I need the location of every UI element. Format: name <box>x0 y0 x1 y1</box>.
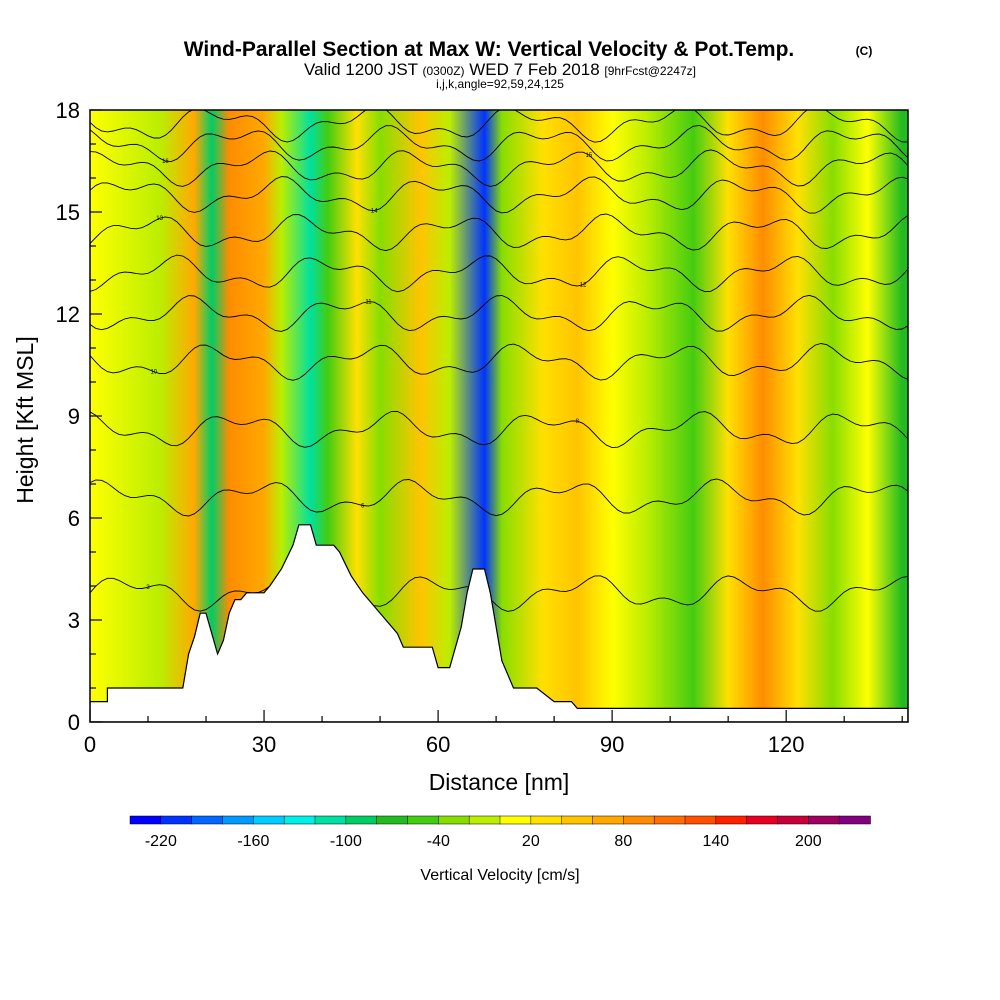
colorbar-swatch <box>129 815 162 825</box>
colorbar-swatch <box>561 815 594 825</box>
contour-line-11 <box>90 294 908 332</box>
colorbar-swatch <box>253 815 285 825</box>
contour-label: 13 <box>156 216 163 222</box>
colorbar-tick-label: -40 <box>427 833 450 850</box>
forecast-tag: [9hrFcst@2247z] <box>604 64 696 78</box>
colorbar-swatch <box>407 815 440 825</box>
contour-label: 3 <box>146 585 150 591</box>
x-axis-label: Distance [nm] <box>429 769 570 795</box>
contour-label: 15 <box>586 153 593 159</box>
y-tick-label: 6 <box>68 506 80 531</box>
colorbar-swatch <box>283 815 316 825</box>
colorbar-swatch <box>715 815 748 825</box>
y-axis-label: Height [Kft MSL] <box>12 336 38 503</box>
colorbar-swatch <box>438 815 470 825</box>
y-tick-label: 12 <box>56 302 80 327</box>
colorbar-swatch <box>530 815 563 825</box>
colorbar-swatch <box>499 815 532 825</box>
contour-label: 12 <box>580 283 587 289</box>
colorbar-swatch <box>191 815 224 825</box>
colorbar-swatch <box>653 815 686 825</box>
colorbar-swatch <box>222 815 255 825</box>
contour-label: 6 <box>361 504 365 510</box>
colorbar-swatch <box>777 815 810 825</box>
y-tick-label: 9 <box>68 404 80 429</box>
contour-line-12 <box>90 254 908 293</box>
x-tick-label: 120 <box>768 732 805 757</box>
contour-label: 16 <box>162 159 169 165</box>
velocity-field <box>90 110 908 722</box>
colorbar-swatch <box>592 815 625 825</box>
colorbar-tick-label: 80 <box>614 833 632 850</box>
colorbar-swatch <box>160 815 193 825</box>
contour-label: 11 <box>365 300 372 306</box>
colorbar <box>129 815 871 825</box>
contour-line-6 <box>90 478 908 517</box>
section-indices: i,j,k,angle=92,59,24,125 <box>436 77 564 91</box>
terrain-mask <box>90 524 908 722</box>
colorbar-swatch <box>684 815 717 825</box>
valid-time: Valid 1200 JST <box>304 60 418 79</box>
chart-subtitle: Valid 1200 JST (0300Z) WED 7 Feb 2018 [9… <box>304 60 696 79</box>
contour-line-8 <box>90 410 908 449</box>
x-tick-label: 60 <box>426 732 450 757</box>
valid-utc: (0300Z) <box>423 64 465 78</box>
colorbar-swatch <box>345 815 378 825</box>
y-axis: 0 3 6 9 12 15 18 <box>56 98 102 735</box>
contour-line-16 <box>90 124 908 163</box>
contour-line-13 <box>90 213 908 252</box>
chart-title: Wind-Parallel Section at Max W: Vertical… <box>184 38 795 61</box>
contour-line-10 <box>90 343 908 381</box>
y-tick-label: 3 <box>68 608 80 633</box>
colorbar-tick-label: 200 <box>795 833 822 850</box>
copyright-mark: (C) <box>856 44 873 58</box>
x-tick-label: 90 <box>600 732 624 757</box>
contour-line-3 <box>90 574 908 612</box>
colorbar-labels: -220 -160 -100 -40 20 80 140 200 <box>145 833 822 850</box>
x-tick-label: 30 <box>252 732 276 757</box>
colorbar-title: Vertical Velocity [cm/s] <box>420 867 579 884</box>
contour-label: 8 <box>576 419 580 425</box>
y-tick-label: 15 <box>56 200 80 225</box>
colorbar-swatch <box>623 815 655 825</box>
contour-line-15 <box>90 149 908 187</box>
y-tick-label: 0 <box>68 710 80 735</box>
colorbar-tick-label: -160 <box>237 833 269 850</box>
colorbar-swatch <box>746 815 779 825</box>
contour-label: 10 <box>150 370 157 376</box>
colorbar-tick-label: -100 <box>330 833 362 850</box>
colorbar-tick-label: 20 <box>522 833 540 850</box>
colorbar-swatch <box>808 815 840 825</box>
contour-label: 14 <box>371 209 378 215</box>
colorbar-swatch <box>838 815 871 825</box>
x-tick-label: 0 <box>84 732 96 757</box>
contour-line-14 <box>90 176 908 214</box>
colorbar-swatch <box>468 815 501 825</box>
colorbar-tick-label: -220 <box>145 833 177 850</box>
valid-date: WED 7 Feb 2018 <box>469 60 599 79</box>
colorbar-swatch <box>376 815 409 825</box>
colorbar-tick-label: 140 <box>702 833 729 850</box>
y-tick-label: 18 <box>56 98 80 123</box>
colorbar-swatch <box>314 815 347 825</box>
x-axis: 0 30 60 90 120 <box>84 710 903 757</box>
